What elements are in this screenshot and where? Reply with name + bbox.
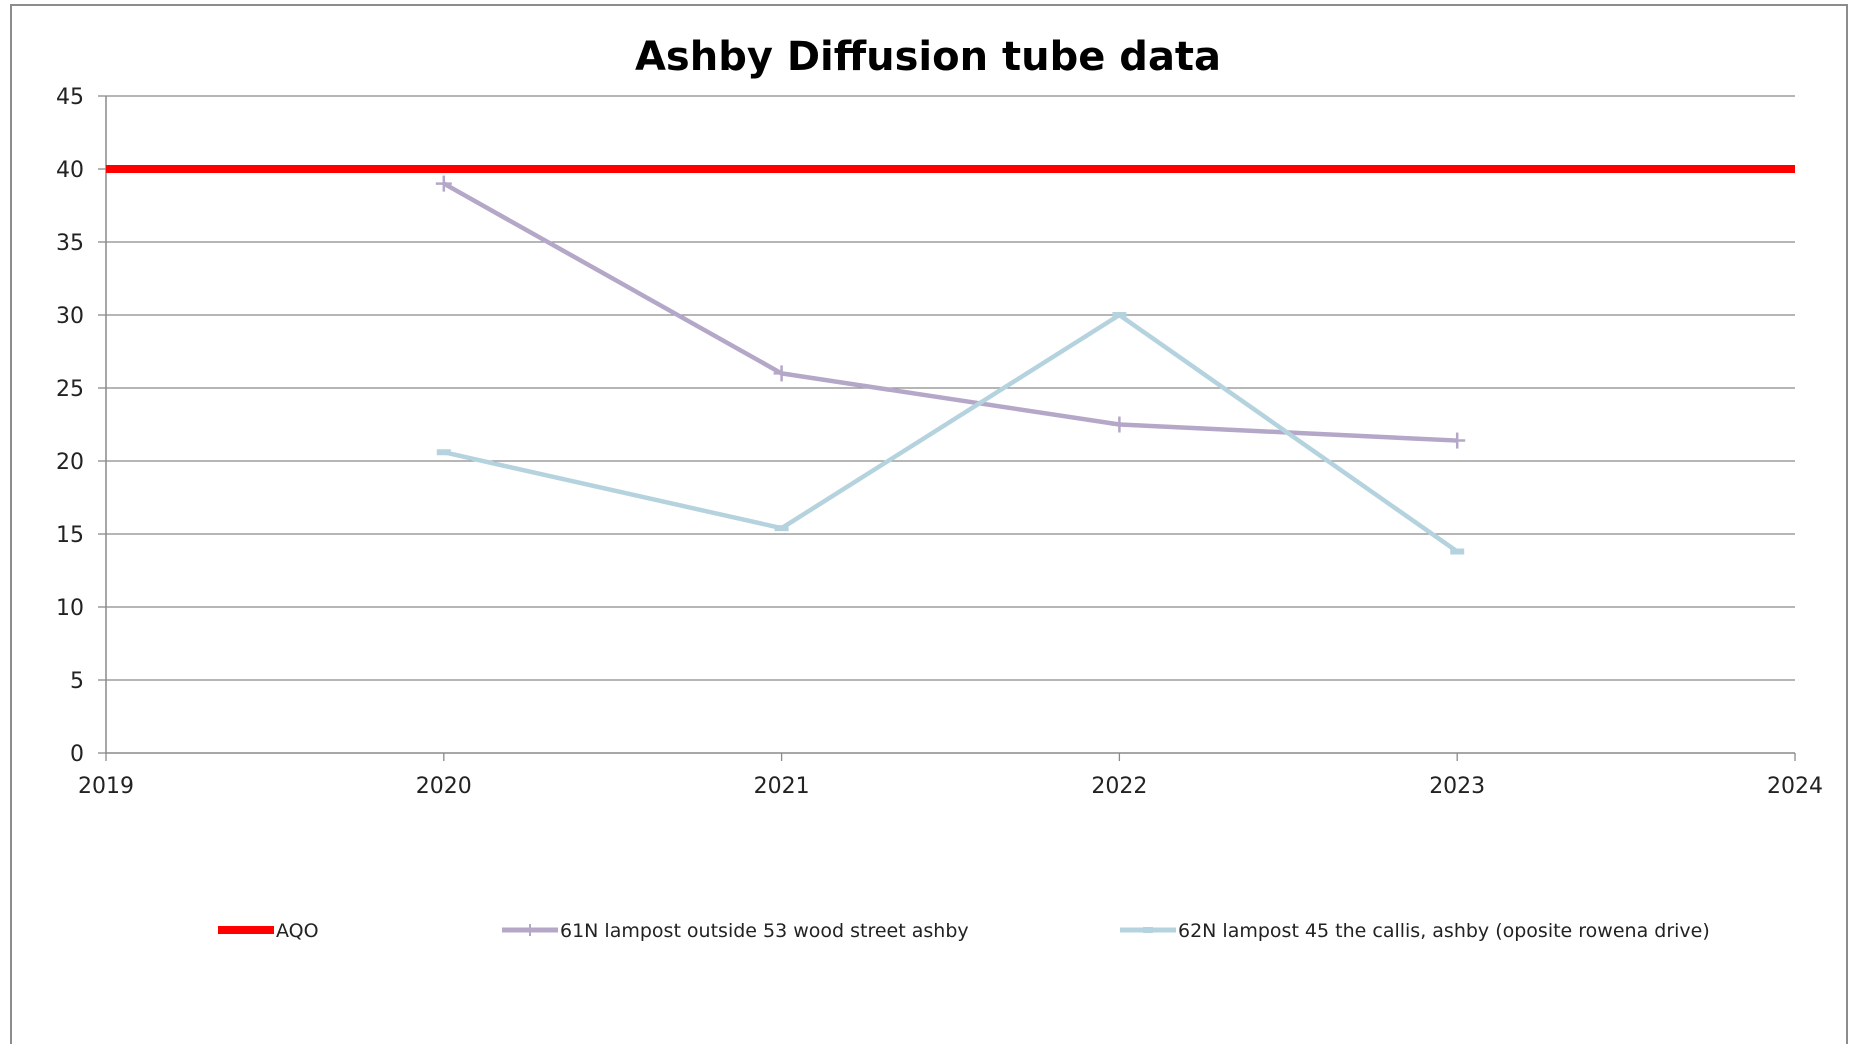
series-2-point (773, 365, 790, 382)
y-tick-label: 20 (56, 450, 84, 475)
series-2-line (442, 181, 1458, 443)
legend-item: 61N lampost outside 53 wood street ashby (502, 920, 969, 942)
y-tick-label: 35 (56, 231, 84, 256)
legend-label: 61N lampost outside 53 wood street ashby (560, 920, 969, 942)
series-2-point (435, 175, 452, 192)
y-tick-label: 0 (70, 742, 84, 767)
series-3-point (1450, 548, 1465, 555)
series-3-point (436, 449, 451, 456)
chart-title: Ashby Diffusion tube data (635, 34, 1221, 80)
x-tick-label: 2020 (416, 774, 472, 799)
y-tick-label: 25 (56, 377, 84, 402)
axes: 0 5 10 15 20 25 30 35 40 45 2019 2020 2021 2022 2023 20… (56, 85, 1823, 799)
x-tick-label: 2022 (1091, 774, 1147, 799)
legend: AQO 61N lampost outside 53 wood street as… (218, 920, 1710, 942)
x-tick-label: 2019 (78, 774, 134, 799)
x-tick-label: 2024 (1767, 774, 1823, 799)
series-2-point (1111, 416, 1128, 433)
x-tick-label: 2023 (1429, 774, 1485, 799)
legend-item: 62N lampost 45 the callis, ashby (oposit… (1120, 920, 1710, 942)
legend-label: 62N lampost 45 the callis, ashby (oposit… (1178, 920, 1710, 942)
series-3-point (774, 525, 789, 532)
y-tick-label: 45 (56, 85, 84, 110)
series-3-line (443, 312, 1459, 554)
legend-marker (1143, 927, 1153, 933)
legend-label: AQO (276, 920, 319, 942)
plot-area (106, 165, 1795, 555)
y-tick-label: 40 (56, 158, 84, 183)
chart-frame (10, 4, 1848, 1044)
legend-item: AQO (218, 920, 319, 942)
y-tick-label: 10 (56, 596, 84, 621)
series-3-point (1112, 312, 1127, 318)
y-tick-label: 30 (56, 304, 84, 329)
series-2-point (1449, 432, 1466, 449)
x-tick-label: 2021 (754, 774, 810, 799)
y-tick-label: 5 (70, 669, 84, 694)
grid (106, 95, 1795, 681)
y-tick-label: 15 (56, 523, 84, 548)
